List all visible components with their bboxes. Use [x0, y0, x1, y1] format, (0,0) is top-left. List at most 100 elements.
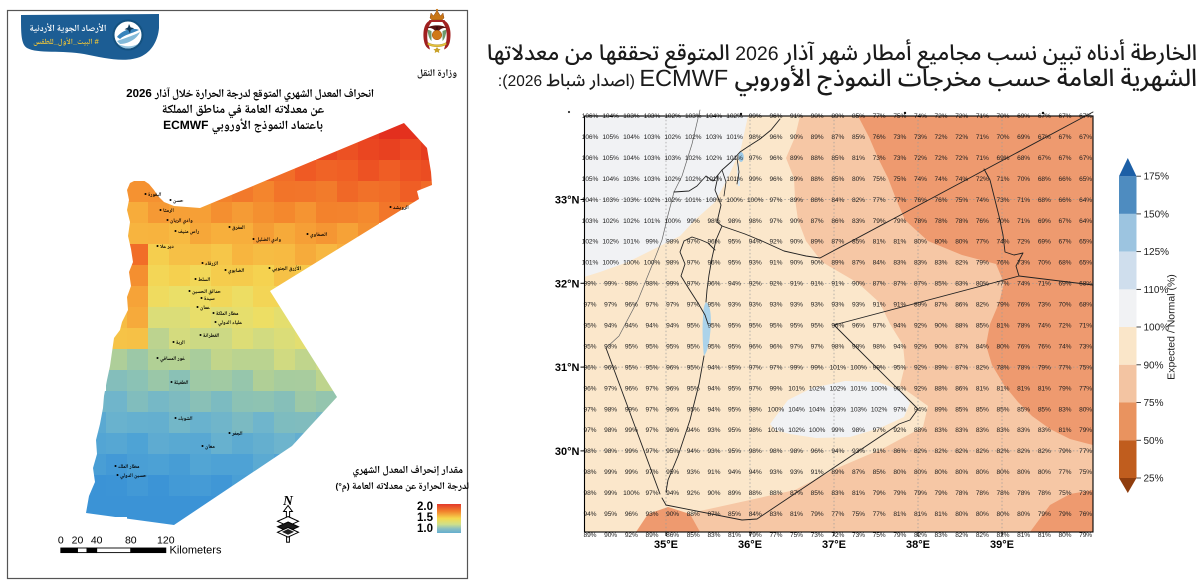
svg-text:97%: 97% [769, 364, 782, 371]
svg-text:90%: 90% [790, 260, 803, 267]
svg-text:82%: 82% [935, 448, 948, 455]
svg-text:73%: 73% [997, 197, 1010, 204]
svg-text:99%: 99% [749, 176, 762, 183]
svg-text:82%: 82% [914, 448, 927, 455]
svg-text:101%: 101% [768, 427, 785, 434]
svg-text:100%: 100% [644, 260, 661, 267]
svg-text:94%: 94% [707, 364, 720, 371]
svg-text:82%: 82% [1038, 448, 1051, 455]
svg-text:101%: 101% [830, 364, 847, 371]
svg-text:85%: 85% [811, 490, 824, 497]
svg-text:96%: 96% [769, 134, 782, 141]
svg-text:102%: 102% [582, 239, 599, 246]
svg-text:98%: 98% [790, 448, 803, 455]
svg-text:79%: 79% [893, 532, 906, 539]
svg-text:93%: 93% [769, 469, 782, 476]
svg-text:102%: 102% [602, 239, 619, 246]
svg-text:94%: 94% [604, 323, 617, 330]
svg-text:71%: 71% [1079, 323, 1092, 330]
svg-text:96%: 96% [707, 260, 720, 267]
svg-text:81%: 81% [1059, 427, 1072, 434]
svg-text:97%: 97% [769, 197, 782, 204]
svg-text:103%: 103% [664, 155, 681, 162]
svg-text:106%: 106% [582, 155, 599, 162]
svg-text:97%: 97% [584, 406, 597, 413]
svg-text:83%: 83% [769, 511, 782, 518]
svg-text:79%: 79% [1059, 448, 1072, 455]
svg-text:82%: 82% [955, 532, 968, 539]
svg-text:99%: 99% [790, 364, 803, 371]
svg-text:88%: 88% [769, 490, 782, 497]
svg-text:101%: 101% [726, 155, 743, 162]
svg-text:79%: 79% [976, 260, 989, 267]
svg-text:64%: 64% [1079, 218, 1092, 225]
svg-text:90%: 90% [935, 344, 948, 351]
svg-text:102%: 102% [809, 385, 826, 392]
svg-text:Kilometers: Kilometers [170, 545, 222, 557]
svg-text:73%: 73% [811, 532, 824, 539]
svg-text:67%: 67% [1059, 239, 1072, 246]
svg-text:89%: 89% [646, 532, 659, 539]
svg-text:99%: 99% [666, 281, 679, 288]
svg-text:96%: 96% [769, 155, 782, 162]
svg-text:82%: 82% [914, 532, 927, 539]
svg-text:79%: 79% [935, 490, 948, 497]
svg-text:93%: 93% [831, 302, 844, 309]
svg-text:98%: 98% [584, 448, 597, 455]
svg-text:83%: 83% [976, 427, 989, 434]
svg-text:95%: 95% [728, 448, 741, 455]
svg-text:80%: 80% [1017, 469, 1030, 476]
svg-text:100%: 100% [726, 197, 743, 204]
svg-text:99%: 99% [625, 427, 638, 434]
svg-text:96%: 96% [625, 385, 638, 392]
svg-text:72%: 72% [831, 532, 844, 539]
svg-text:95%: 95% [769, 323, 782, 330]
svg-text:87%: 87% [852, 469, 865, 476]
svg-text:94%: 94% [666, 323, 679, 330]
svg-text:100%: 100% [623, 490, 640, 497]
svg-text:81%: 81% [728, 532, 741, 539]
svg-text:50%: 50% [1144, 436, 1164, 447]
svg-text:75%: 75% [873, 176, 886, 183]
svg-text:99%: 99% [687, 218, 700, 225]
svg-text:71%: 71% [1038, 281, 1051, 288]
svg-text:95%: 95% [811, 323, 824, 330]
svg-text:80%: 80% [935, 469, 948, 476]
svg-text:76%: 76% [935, 197, 948, 204]
svg-text:80%: 80% [935, 239, 948, 246]
svg-text:100%: 100% [871, 385, 888, 392]
svg-text:95%: 95% [728, 385, 741, 392]
svg-text:95%: 95% [646, 344, 659, 351]
svg-text:101%: 101% [623, 239, 640, 246]
svg-text:125%: 125% [1144, 247, 1170, 258]
svg-text:80%: 80% [914, 239, 927, 246]
svg-text:89%: 89% [935, 364, 948, 371]
svg-text:99%: 99% [604, 281, 617, 288]
svg-text:76%: 76% [1017, 344, 1030, 351]
svg-text:98%: 98% [584, 469, 597, 476]
svg-text:95%: 95% [790, 323, 803, 330]
svg-text:89%: 89% [790, 176, 803, 183]
svg-text:83%: 83% [1038, 427, 1051, 434]
svg-text:74%: 74% [1038, 323, 1051, 330]
svg-text:74%: 74% [1017, 281, 1030, 288]
svg-text:91%: 91% [811, 281, 824, 288]
svg-text:96%: 96% [811, 448, 824, 455]
svg-text:78%: 78% [1038, 490, 1051, 497]
svg-text:99%: 99% [873, 364, 886, 371]
svg-text:150%: 150% [1144, 209, 1170, 220]
svg-text:72%: 72% [914, 155, 927, 162]
svg-text:77%: 77% [1079, 385, 1092, 392]
svg-text:97%: 97% [666, 302, 679, 309]
svg-text:103%: 103% [644, 134, 661, 141]
svg-text:94%: 94% [749, 239, 762, 246]
svg-text:102%: 102% [706, 155, 723, 162]
svg-text:75%: 75% [1059, 490, 1072, 497]
svg-text:74%: 74% [914, 176, 927, 183]
svg-text:81%: 81% [1017, 532, 1030, 539]
svg-text:74%: 74% [976, 197, 989, 204]
svg-text:85%: 85% [976, 323, 989, 330]
svg-text:67%: 67% [1059, 134, 1072, 141]
svg-text:85%: 85% [728, 511, 741, 518]
svg-text:92%: 92% [769, 281, 782, 288]
